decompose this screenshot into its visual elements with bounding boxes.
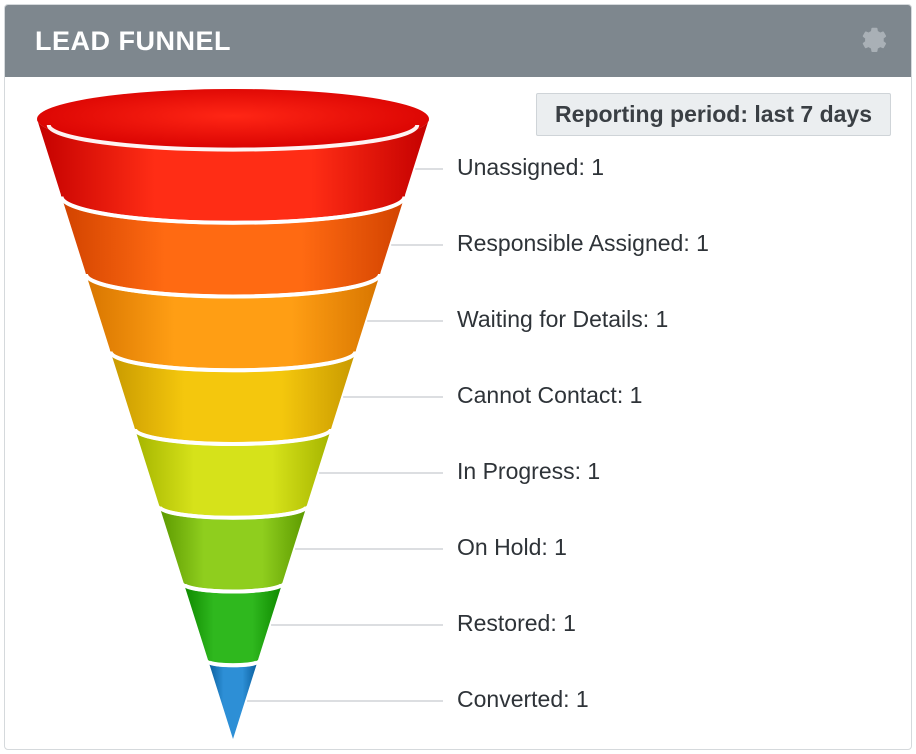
funnel-stage-label: On Hold: 1 [457,534,567,560]
funnel-stage-label: Waiting for Details: 1 [457,306,668,332]
funnel-stage-label: Restored: 1 [457,610,576,636]
funnel-stage-label: Unassigned: 1 [457,154,604,180]
funnel-stage-label: Responsible Assigned: 1 [457,230,709,256]
funnel-segment[interactable] [160,509,306,590]
funnel-stage-label: In Progress: 1 [457,458,600,484]
widget-header: LEAD FUNNEL [5,5,911,77]
lead-funnel-widget: LEAD FUNNEL Reporting period: last 7 day… [4,4,912,750]
funnel-chart: Unassigned: 1 Responsible Assigned: 1 Wait… [5,77,912,750]
funnel-stage-label: Cannot Contact: 1 [457,382,642,408]
widget-body: Reporting period: last 7 days Unassigned… [5,77,911,749]
gear-icon[interactable] [861,27,889,55]
funnel-stage-label: Converted: 1 [457,686,589,712]
widget-title: LEAD FUNNEL [35,26,231,57]
funnel-segment[interactable] [185,586,282,663]
